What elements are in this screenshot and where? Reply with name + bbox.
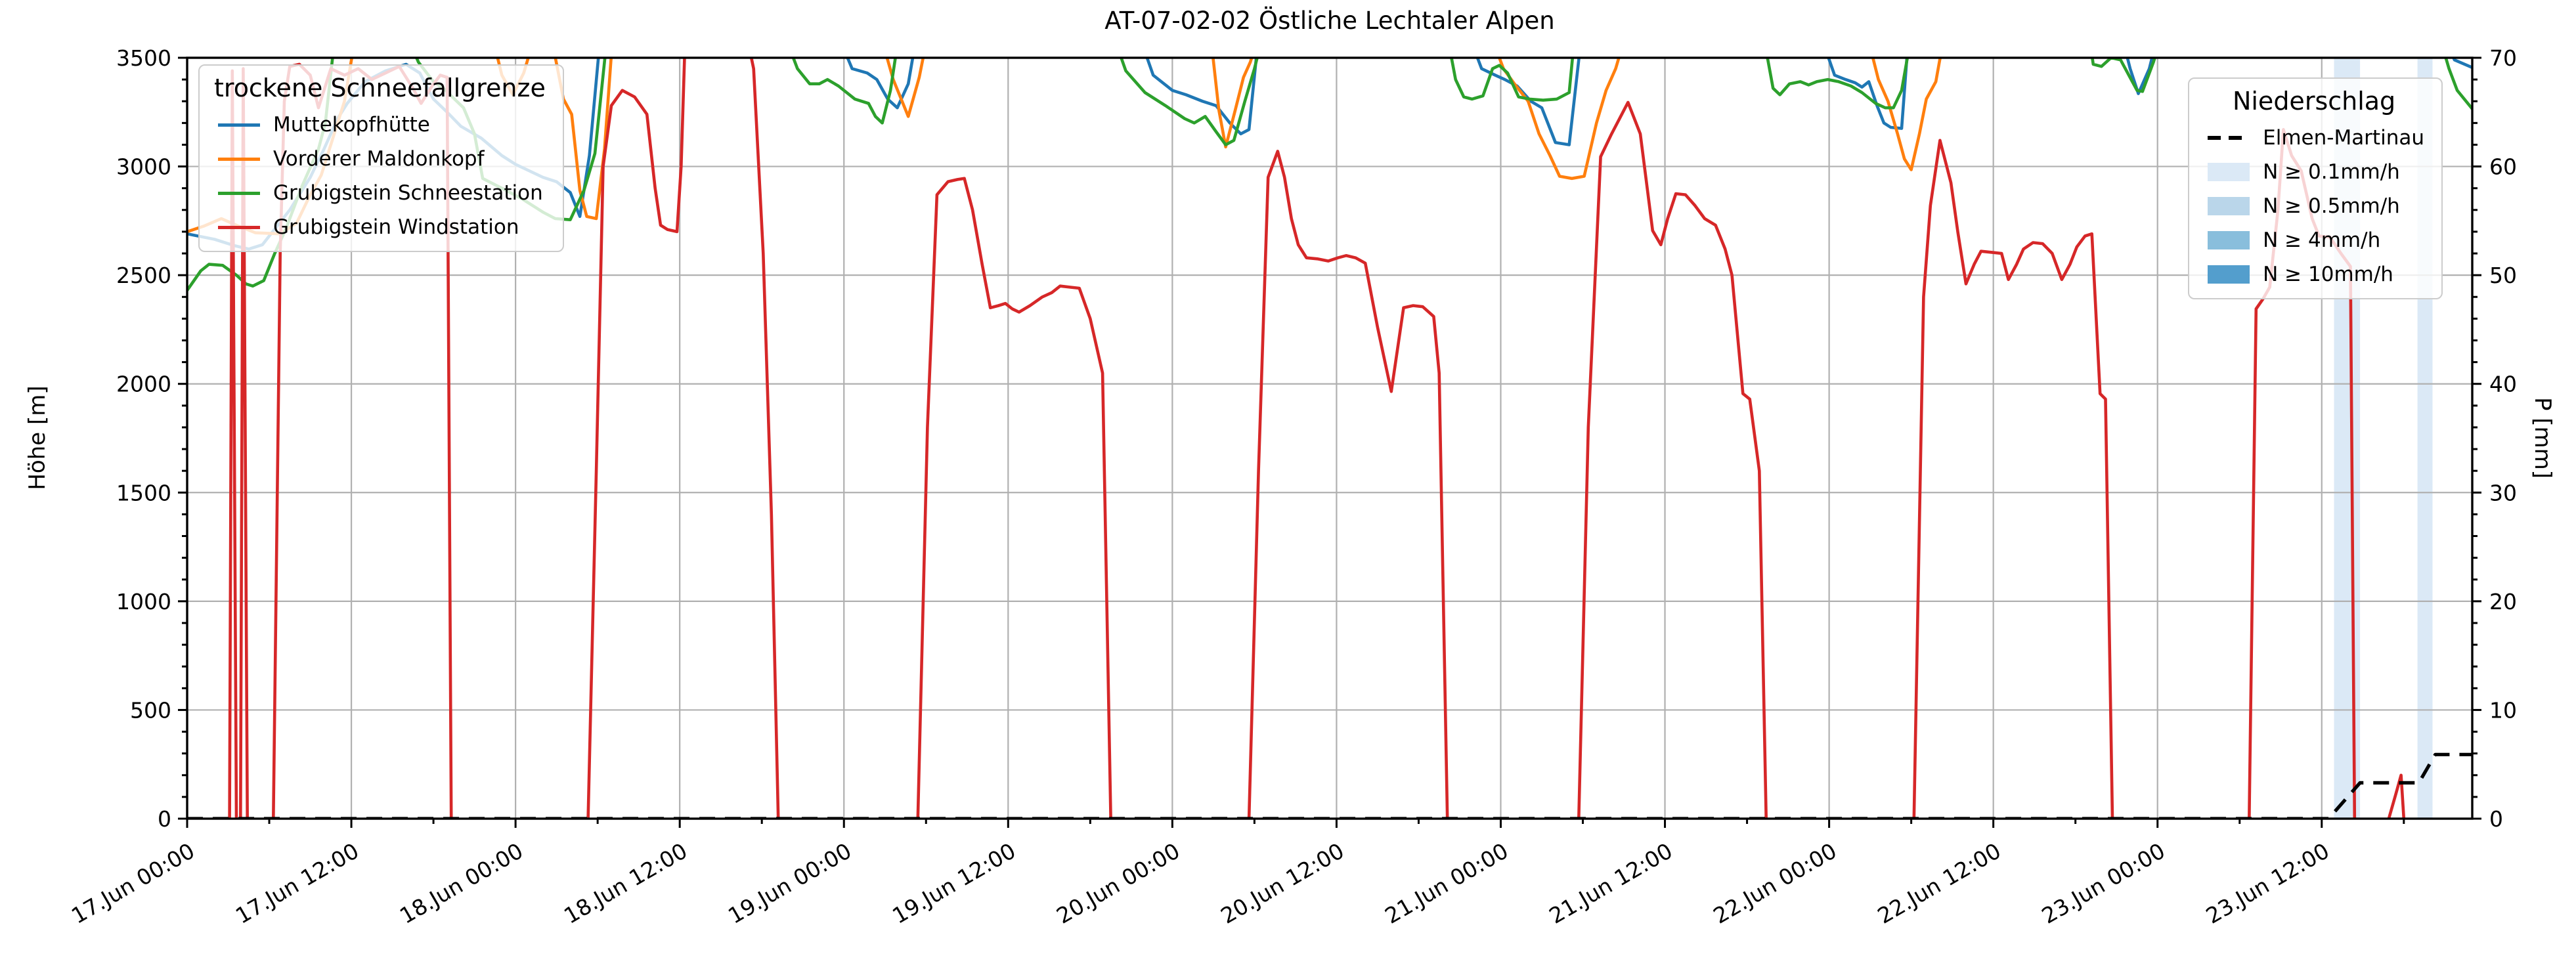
x-tick-label: 23.Jun 12:00: [2202, 838, 2334, 929]
y-left-tick-label: 3500: [116, 45, 171, 71]
x-tick-label: 21.Jun 12:00: [1544, 838, 1676, 929]
x-tick-label: 21.Jun 00:00: [1380, 838, 1512, 929]
y-left-tick-label: 2500: [116, 263, 171, 288]
legend-dashed-line-sample: [2208, 136, 2250, 140]
legend-item-grubigstein-schneestation: Grubigstein Schneestation: [218, 181, 546, 205]
x-tick-label: 19.Jun 00:00: [724, 838, 856, 929]
legend-patch-sample: [2208, 163, 2250, 181]
page-title: AT-07-02-02 Östliche Lechtaler Alpen: [1104, 7, 1555, 35]
legend-item-n-4mm-h: N ≥ 4mm/h: [2208, 228, 2424, 252]
x-tick-label: 22.Jun 00:00: [1709, 838, 1841, 929]
x-tick-label: 17.Jun 12:00: [231, 838, 363, 929]
y-right-tick-label: 40: [2489, 372, 2517, 397]
x-tick-label: 18.Jun 12:00: [559, 838, 691, 929]
legend-line-sample: [218, 191, 260, 195]
y-left-tick-label: 1000: [116, 589, 171, 614]
legend-item-muttekopfh-tte: Muttekopfhütte: [218, 113, 546, 137]
legend-line-sample: [218, 225, 260, 229]
x-tick-label: 22.Jun 12:00: [1873, 838, 2005, 929]
chart-line-grubigstein-windstation: [1247, 150, 1449, 819]
chart-line-grubigstein-windstation: [1577, 100, 1768, 819]
y-left-tick-label: 3000: [116, 154, 171, 180]
y-left-tick-label: 2000: [116, 372, 171, 397]
legend-item-n-0-5mm-h: N ≥ 0.5mm/h: [2208, 194, 2424, 218]
legend-item-label: N ≥ 0.5mm/h: [2263, 194, 2400, 218]
legend-patch-sample: [2208, 231, 2250, 249]
legend-item-label: N ≥ 0.1mm/h: [2263, 160, 2400, 184]
legend-item-n-10mm-h: N ≥ 10mm/h: [2208, 263, 2424, 286]
legend-snowline: trockene Schneefallgrenze Muttekopfhütte…: [198, 64, 564, 252]
y-axis-label-left: Höhe [m]: [24, 385, 51, 490]
legend-item-grubigstein-windstation: Grubigstein Windstation: [218, 215, 546, 239]
axis-ticks: [178, 56, 2481, 828]
chart-line-elmen-martinau: [187, 752, 2472, 819]
x-tick-label: 17.Jun 00:00: [67, 838, 199, 929]
legend-item-label: N ≥ 10mm/h: [2263, 263, 2393, 286]
y-right-tick-label: 60: [2489, 154, 2517, 180]
x-tick-label: 19.Jun 12:00: [888, 838, 1020, 929]
x-tick-label: 18.Jun 00:00: [395, 838, 527, 929]
legend-precip: Niederschlag Elmen-Martinau N ≥ 0.1mm/h N …: [2188, 77, 2443, 299]
legend-item-elmen-martinau: Elmen-Martinau: [2208, 126, 2424, 150]
legend-item-label: N ≥ 4mm/h: [2263, 228, 2381, 252]
y-axis-label-right: P [mm]: [2529, 397, 2556, 479]
legend-item-label: Grubigstein Schneestation: [273, 181, 543, 205]
legend-item-label: Grubigstein Windstation: [273, 215, 519, 239]
legend-item-label: Muttekopfhütte: [273, 113, 430, 137]
chart-line-grubigstein-windstation: [916, 177, 1112, 819]
x-tick-label: 20.Jun 00:00: [1052, 838, 1184, 929]
legend-item-label: Vorderer Maldonkopf: [273, 147, 485, 171]
y-right-tick-label: 0: [2489, 806, 2503, 832]
y-right-tick-label: 70: [2489, 45, 2517, 71]
y-left-tick-label: 1500: [116, 480, 171, 506]
chart-line-grubigstein-windstation: [2387, 773, 2406, 819]
y-left-tick-label: 500: [130, 697, 171, 723]
legend-precip-title: Niederschlag: [2232, 87, 2396, 116]
legend-snowline-title: trockene Schneefallgrenze: [214, 74, 546, 102]
legend-item-n-0-1mm-h: N ≥ 0.1mm/h: [2208, 160, 2424, 184]
legend-line-sample: [218, 123, 260, 127]
legend-item-label: Elmen-Martinau: [2263, 126, 2424, 150]
y-right-tick-label: 30: [2489, 480, 2517, 506]
chart-line-grubigstein-windstation: [1912, 139, 2114, 819]
plot-border: [186, 56, 2474, 820]
legend-patch-sample: [2208, 197, 2250, 215]
legend-item-vorderer-maldonkopf: Vorderer Maldonkopf: [218, 147, 546, 171]
x-tick-label: 23.Jun 00:00: [2038, 838, 2170, 929]
grid-lines: [187, 58, 2472, 819]
y-left-tick-label: 0: [158, 806, 171, 832]
chart-line-grubigstein-windstation: [586, 58, 780, 819]
y-right-tick-label: 50: [2489, 263, 2517, 288]
legend-line-sample: [218, 157, 260, 161]
y-right-tick-label: 20: [2489, 589, 2517, 614]
y-right-tick-label: 10: [2489, 697, 2517, 723]
x-tick-label: 20.Jun 12:00: [1216, 838, 1348, 929]
legend-patch-sample: [2208, 265, 2250, 284]
